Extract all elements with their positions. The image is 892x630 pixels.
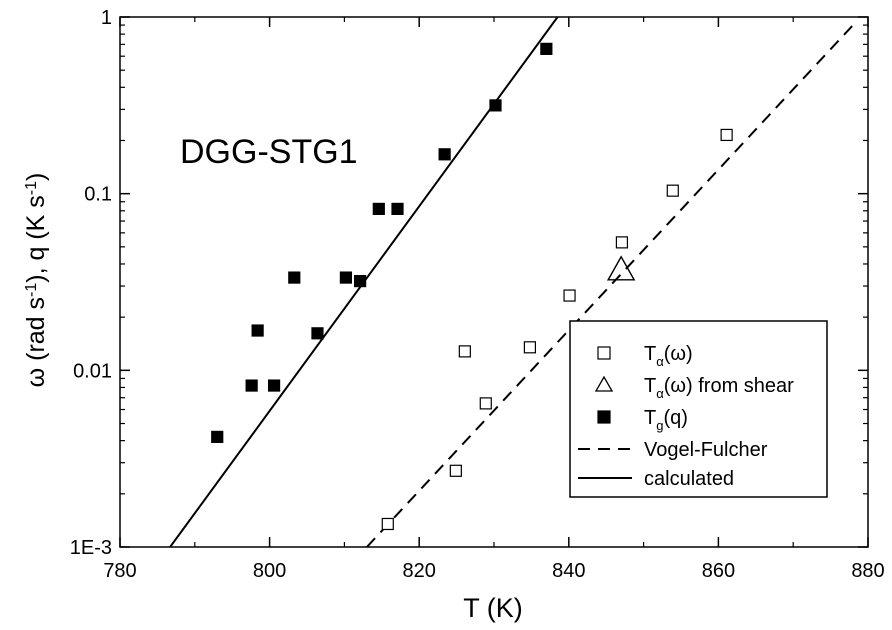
talpha-point	[449, 464, 462, 477]
chart-annotation: DGG-STG1	[180, 133, 358, 171]
x-axis-label: T (K)	[463, 593, 523, 623]
legend-label: Tα(ω)	[644, 343, 693, 369]
x-tick-label: 800	[253, 560, 286, 582]
x-tick-label: 840	[552, 560, 585, 582]
axes: 780 800 820 840 860 880 1E-3 0.01 0.1 1	[70, 7, 885, 582]
legend-label: Tg(q)	[644, 407, 688, 433]
tg-point	[251, 324, 264, 337]
talpha-point	[666, 184, 679, 197]
y-tick-label: 0.1	[84, 184, 112, 206]
talpha-point	[563, 289, 576, 302]
talpha-point	[523, 341, 537, 354]
talpha-point	[458, 345, 471, 358]
y-axis-label: ω (rad s-1), q (K s-1)	[22, 173, 50, 388]
legend-label-main: T	[644, 343, 656, 365]
legend-label-main: T	[644, 407, 656, 429]
plot-area	[169, 17, 854, 547]
shear-point	[606, 255, 636, 281]
talpha-point	[381, 517, 394, 531]
y-axis-label-omega: ω	[22, 368, 50, 388]
y-tick-label: 1	[101, 7, 112, 29]
tg-point	[245, 379, 258, 392]
y-axis-label-sup1: -1	[23, 283, 40, 297]
legend-label-tail: (q)	[663, 407, 687, 429]
x-tick-label: 780	[103, 560, 136, 582]
legend-label-sub: α	[656, 386, 664, 401]
legend-label-sub: α	[656, 354, 664, 369]
legend-label-sub: g	[656, 418, 663, 433]
legend-label-main: T	[644, 375, 656, 397]
tg-point	[211, 430, 224, 443]
talpha-point	[479, 397, 492, 410]
y-tick-label: 0.01	[73, 360, 112, 382]
legend-label: Vogel-Fulcher	[644, 439, 768, 461]
y-axis-label-sup2: -1	[23, 181, 40, 195]
tg-point	[354, 274, 367, 288]
legend-label: Tα(ω) from shear	[644, 375, 794, 401]
y-axis-label-part3: )	[22, 173, 50, 181]
tg-point	[288, 271, 301, 284]
legend-label: calculated	[644, 468, 734, 490]
tg-point	[438, 148, 451, 161]
tg-point	[489, 99, 502, 112]
legend-box	[569, 320, 828, 498]
tg-point	[311, 327, 324, 340]
tg-point	[540, 42, 553, 55]
tg-point	[267, 379, 281, 392]
legend-label-main: calculated	[644, 468, 734, 490]
tg-point	[339, 271, 352, 284]
x-tick-label: 860	[702, 560, 735, 582]
y-axis-label-part1: (rad s	[22, 297, 50, 368]
legend: Tα(ω)Tα(ω) from shearTg(q)Vogel-Fulcherc…	[569, 320, 828, 498]
x-tick-label: 820	[403, 560, 436, 582]
tg-point	[372, 202, 385, 215]
legend-label-tail: (ω) from shear	[664, 375, 794, 397]
y-axis-label-part2: ), q (K s	[22, 195, 50, 283]
talpha-point	[720, 128, 733, 142]
y-tick-label: 1E-3	[70, 537, 112, 559]
legend-symbol	[597, 410, 611, 424]
legend-symbol	[594, 375, 614, 392]
legend-label-tail: (ω)	[664, 343, 693, 365]
x-tick-label: 880	[851, 560, 884, 582]
legend-label-main: Vogel-Fulcher	[644, 439, 768, 461]
legend-symbol	[597, 346, 611, 360]
tg-point	[391, 202, 404, 215]
talpha-point	[615, 236, 629, 249]
